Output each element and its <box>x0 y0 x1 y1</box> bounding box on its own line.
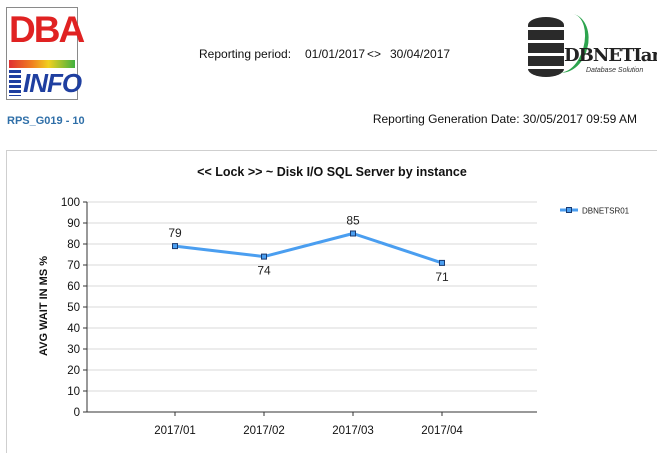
y-tick-label: 10 <box>67 386 80 398</box>
x-tick-label: 2017/03 <box>332 425 374 437</box>
legend-label: DBNETSR01 <box>582 207 630 216</box>
data-label: 79 <box>168 226 182 240</box>
generation-date: Reporting Generation Date: 30/05/2017 09… <box>372 112 637 126</box>
series-layer: 79 74 85 71 <box>168 214 449 284</box>
data-label: 74 <box>257 264 271 278</box>
x-tick-label: 2017/01 <box>154 425 196 437</box>
data-point <box>439 259 445 266</box>
data-point <box>261 253 267 260</box>
period-to: 30/04/2017 <box>390 47 451 61</box>
data-point <box>172 243 178 250</box>
y-tick-label: 90 <box>67 218 80 230</box>
logo-dbnetian-text: DBNETIan <box>564 45 657 66</box>
line-chart: << Lock >> ~ Disk I/O SQL Server by inst… <box>38 165 630 437</box>
dba-info-logo: DBA INFO <box>6 7 85 100</box>
period-separator: <> <box>367 47 382 61</box>
y-tick-label: 100 <box>61 197 80 209</box>
y-tick-label: 30 <box>67 344 80 356</box>
chart-title: << Lock >> ~ Disk I/O SQL Server by inst… <box>197 165 467 179</box>
y-tick-label: 20 <box>67 365 80 377</box>
legend-swatch-marker <box>566 207 572 213</box>
y-tick-label: 70 <box>67 260 80 272</box>
period-label: Reporting period: <box>199 47 292 61</box>
axes: 0 10 20 30 40 50 60 70 80 90 100 2017/01 2017/02 2017… <box>61 197 537 437</box>
y-axis-label: AVG WAIT IN MS % <box>38 256 50 356</box>
logo-info-text: INFO <box>23 68 82 98</box>
logo-tagline: Database Solution <box>586 67 644 74</box>
y-tick-label: 0 <box>74 407 80 419</box>
logo-color-stripe <box>9 60 75 68</box>
data-label: 71 <box>435 270 449 284</box>
y-tick-label: 80 <box>67 239 80 251</box>
grid-lines <box>87 201 537 413</box>
database-icon <box>528 17 564 77</box>
series-line-DBNETSR01 <box>174 232 443 265</box>
report-code: RPS_G019 - 10 <box>7 115 85 127</box>
y-tick-label: 60 <box>67 281 80 293</box>
data-point <box>350 230 356 237</box>
reporting-period: Reporting period: 01/01/2017 <> 30/04/20… <box>0 47 657 67</box>
y-tick-label: 40 <box>67 323 80 335</box>
legend: DBNETSR01 <box>560 207 630 216</box>
chart-panel: << Lock >> ~ Disk I/O SQL Server by inst… <box>6 150 657 453</box>
dbnetian-logo: DBNETIan Database Solution <box>526 8 657 83</box>
x-tick-label: 2017/04 <box>421 425 463 437</box>
x-tick-label: 2017/02 <box>243 425 285 437</box>
data-label: 85 <box>346 214 360 228</box>
logo-dba-text: DBA <box>9 9 85 50</box>
period-from: 01/01/2017 <box>305 47 366 61</box>
logo-info-bars <box>9 70 21 96</box>
y-tick-label: 50 <box>67 302 80 314</box>
